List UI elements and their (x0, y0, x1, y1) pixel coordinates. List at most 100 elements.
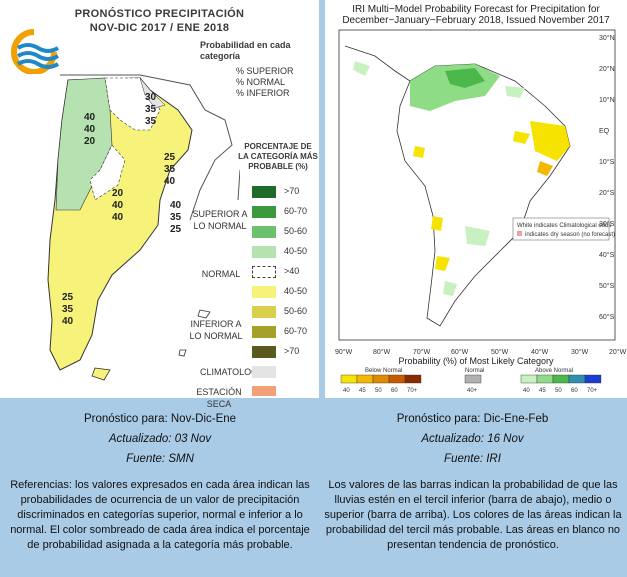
label-e2: 35 (170, 212, 182, 223)
above-bar-tick: 60 (571, 388, 578, 394)
iri-forecast-panel: IRI Multi−Model Probability Forecast for… (325, 0, 627, 398)
below-bar-cell (372, 374, 390, 384)
swatch-inf-40-50 (252, 286, 276, 298)
latitude-ticks: 30°N 20°N 10°N EQ 10°S 20°S 30°S 40°S 50… (599, 34, 615, 321)
right-caption-source: Fuente: IRI (444, 453, 501, 465)
svg-text:50°W: 50°W (491, 348, 509, 356)
legend-row-inferior: % INFERIOR (236, 88, 290, 98)
climatology-label: CLIMATOLOGÍA (200, 367, 267, 377)
swatch-label: >70 (284, 346, 300, 356)
legend-row-normal: % NORMAL (236, 77, 286, 87)
svg-text:30°N: 30°N (599, 34, 615, 42)
svg-text:10°N: 10°N (599, 96, 615, 104)
above-bar-tick: 40 (523, 388, 530, 394)
label-c3: 40 (164, 176, 176, 187)
central-normal-area (89, 144, 126, 201)
svg-text:10°S: 10°S (599, 158, 615, 166)
label-f1: 25 (62, 292, 74, 303)
left-caption-updated: Actualizado: 03 Nov (108, 433, 212, 445)
category-inferior: INFERIOR A LO NORMAL (189, 319, 243, 341)
label-c2: 35 (164, 164, 176, 175)
above-normal-colorbar: 40 45 50 60 70+ (520, 374, 602, 394)
svg-text:60°S: 60°S (599, 313, 615, 321)
below-bar-tick: 45 (359, 388, 366, 394)
map-probability-labels: 40 40 20 30 35 35 25 35 40 20 40 40 40 3… (62, 92, 182, 327)
normal-bar-tick: 40+ (467, 388, 478, 394)
label-d1: 20 (112, 188, 124, 199)
svg-text:20°N: 20°N (599, 65, 615, 73)
percentage-title: PORCENTAJE DE LA CATEGORÍA MÁS PROBABLE … (238, 142, 318, 171)
swatch-label: 40-50 (284, 246, 308, 256)
dry-season-label: ESTACIÓN SECA (196, 387, 242, 409)
swatch-label: 60-70 (284, 206, 308, 216)
above-normal-label: Above Normal (535, 368, 573, 374)
above-bar-tick: 50 (555, 388, 562, 394)
svg-text:EQ: EQ (599, 128, 610, 135)
below-bar-tick: 60 (391, 388, 398, 394)
longitude-ticks: 90°W 80°W 70°W 60°W 50°W 40°W 30°W 20°W (335, 348, 627, 356)
label-b1: 30 (145, 92, 157, 103)
below-bar-cell (356, 374, 374, 384)
label-d3: 40 (112, 212, 124, 223)
swatch-label: >70 (284, 186, 300, 196)
svg-text:20°S: 20°S (599, 189, 615, 197)
svg-text:60°W: 60°W (451, 348, 469, 356)
label-b3: 35 (145, 116, 157, 127)
note-box (512, 217, 610, 241)
climatology-swatch (252, 366, 276, 378)
iri-title: IRI Multi−Model Probability Forecast for… (352, 4, 600, 15)
swatch-sup-60-70 (252, 206, 276, 218)
argentina-forecast-map: 40 40 20 30 35 35 25 35 40 20 40 40 40 3… (47, 74, 240, 381)
above-bar-tick: 70+ (587, 388, 598, 394)
above-bar-cell (568, 374, 586, 384)
above-bar-cell (520, 374, 538, 384)
svg-text:90°W: 90°W (335, 348, 353, 356)
label-d2: 40 (112, 200, 124, 211)
climatology-area (139, 77, 166, 109)
above-bar-cell (584, 374, 602, 384)
smn-subtitle: NOV-DIC 2017 / ENE 2018 (89, 22, 230, 34)
right-caption-updated: Actualizado: 16 Nov (421, 433, 524, 445)
svg-text:80°W: 80°W (373, 348, 391, 356)
swatch-normal (252, 266, 276, 278)
swatch-sup-40-50 (252, 246, 276, 258)
swatch-sup-50-60 (252, 226, 276, 238)
iri-subtitle: December−January−February 2018, Issued N… (342, 15, 610, 26)
category-superior: SUPERIOR A LO NORMAL (192, 209, 248, 231)
label-a2: 40 (84, 124, 96, 135)
svg-text:30°W: 30°W (571, 348, 589, 356)
label-a3: 20 (84, 136, 96, 147)
swatch-inf-50-60 (252, 306, 276, 318)
label-b2: 35 (145, 104, 157, 115)
note-climatology: White indicates Climatological odds (517, 223, 611, 229)
label-e1: 40 (170, 200, 182, 211)
normal-colorbar: 40+ (464, 374, 482, 394)
probability-legend: Below Normal Normal Above Normal 40 45 50 6… (340, 368, 602, 394)
label-f3: 40 (62, 316, 74, 327)
left-references: Referencias: los valores expresados en c… (10, 479, 310, 551)
normal-label: Normal (465, 368, 484, 374)
svg-text:40°W: 40°W (531, 348, 549, 356)
svg-text:40°S: 40°S (599, 251, 615, 259)
below-bar-cell (340, 374, 358, 384)
swatch-label: 50-60 (284, 306, 308, 316)
label-a1: 40 (84, 112, 96, 123)
legend-title: Probabilidad en cada categoría (200, 40, 291, 61)
label-c1: 25 (164, 152, 176, 163)
below-normal-colorbar: 40 45 50 60 70+ (340, 374, 422, 394)
below-normal-east (530, 121, 570, 161)
below-bar-tick: 40 (343, 388, 350, 394)
above-bar-cell (552, 374, 570, 384)
right-caption-forecast: Pronóstico para: Dic-Ene-Feb (396, 413, 549, 425)
right-references: Los valores de las barras indican la pro… (324, 479, 622, 551)
below-bar-cell (388, 374, 406, 384)
svg-text:50°S: 50°S (599, 282, 615, 290)
swatch-label: 40-50 (284, 286, 308, 296)
normal-bar-cell (464, 374, 482, 384)
dry-season-swatch (252, 386, 276, 396)
smn-title: PRONÓSTICO PRECIPITACIÓN (74, 8, 245, 20)
swatch-label: >40 (284, 266, 300, 276)
below-bar-tick: 70+ (407, 388, 418, 394)
svg-text:70°W: 70°W (413, 348, 431, 356)
below-bar-tick: 50 (375, 388, 382, 394)
